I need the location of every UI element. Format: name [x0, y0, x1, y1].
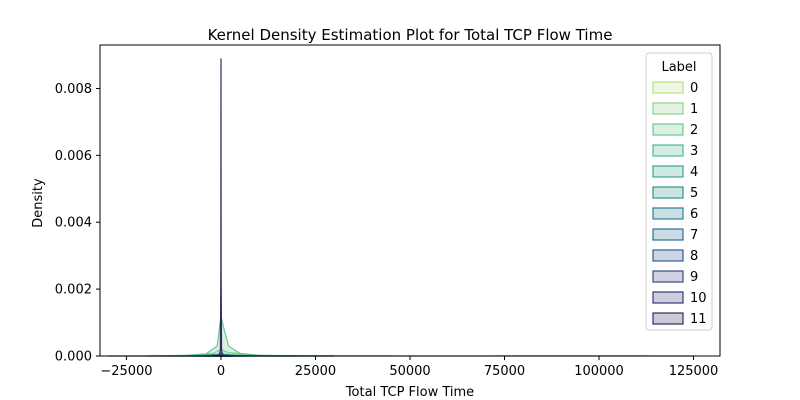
x-tick-label: 100000: [574, 364, 624, 379]
legend-swatch-label-7: [652, 228, 684, 241]
legend-swatch-label-4: [652, 165, 684, 178]
legend-swatch-label-5: [652, 186, 684, 199]
legend-swatch-label-9: [652, 270, 684, 283]
x-tick-label: −25000: [100, 364, 152, 379]
legend-swatch-label-1: [652, 102, 684, 115]
y-tick-label: 0.008: [55, 82, 92, 97]
legend-label-11: 11: [690, 312, 707, 327]
y-tick-label: 0.002: [55, 283, 92, 298]
legend: Label 0 1 2 3 4 5 6 7 8 9 10 11: [645, 52, 713, 331]
legend-label-4: 4: [690, 165, 698, 180]
legend-items: 0 1 2 3 4 5 6 7 8 9 10 11: [652, 81, 707, 327]
x-axis-label: Total TCP Flow Time: [345, 385, 474, 400]
y-tick-label: 0.006: [55, 149, 92, 164]
legend-swatch-label-8: [652, 249, 684, 262]
x-axis-ticks: −25000 0 25000 50000 75000 100000 125000: [100, 356, 718, 379]
density-area-label-11: [218, 58, 224, 357]
legend-label-5: 5: [690, 186, 698, 201]
legend-label-10: 10: [690, 291, 707, 306]
y-axis-label: Density: [31, 178, 46, 228]
legend-label-6: 6: [690, 207, 698, 222]
x-tick-label: 25000: [295, 364, 336, 379]
legend-label-3: 3: [690, 144, 698, 159]
y-tick-label: 0.004: [55, 216, 92, 231]
x-tick-label: 50000: [389, 364, 430, 379]
x-tick-label: 125000: [669, 364, 719, 379]
legend-swatch-label-6: [652, 207, 684, 220]
legend-swatch-label-11: [652, 312, 684, 325]
legend-label-9: 9: [690, 270, 698, 285]
legend-swatch-label-2: [652, 123, 684, 136]
plot-frame: [99, 44, 721, 357]
chart-title: Kernel Density Estimation Plot for Total…: [208, 26, 613, 44]
density-area-label-2: [175, 315, 297, 357]
density-areas: [107, 58, 694, 357]
legend-label-7: 7: [690, 228, 698, 243]
y-axis-ticks: 0.000 0.002 0.004 0.006 0.008: [55, 82, 100, 365]
legend-label-1: 1: [690, 102, 698, 117]
y-tick-label: 0.000: [55, 350, 92, 365]
legend-label-8: 8: [690, 249, 698, 264]
legend-label-0: 0: [690, 81, 698, 96]
legend-swatch-label-0: [652, 81, 684, 94]
legend-title: Label: [661, 60, 696, 75]
x-tick-label: 75000: [484, 364, 525, 379]
x-tick-label: 0: [217, 364, 225, 379]
legend-label-2: 2: [690, 123, 698, 138]
legend-swatch-label-3: [652, 144, 684, 157]
legend-swatch-label-10: [652, 291, 684, 304]
